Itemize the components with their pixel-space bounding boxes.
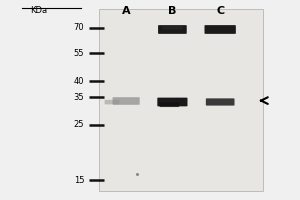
FancyBboxPatch shape bbox=[158, 25, 187, 34]
FancyBboxPatch shape bbox=[162, 26, 183, 30]
Text: 15: 15 bbox=[74, 176, 84, 185]
FancyBboxPatch shape bbox=[205, 25, 236, 34]
FancyBboxPatch shape bbox=[112, 97, 140, 105]
Text: 55: 55 bbox=[74, 49, 84, 58]
FancyBboxPatch shape bbox=[206, 98, 235, 106]
Text: B: B bbox=[168, 6, 177, 16]
Text: 25: 25 bbox=[74, 120, 84, 129]
Text: 70: 70 bbox=[74, 23, 84, 32]
Text: C: C bbox=[216, 6, 224, 16]
Text: 40: 40 bbox=[74, 77, 84, 86]
FancyBboxPatch shape bbox=[160, 102, 179, 107]
FancyBboxPatch shape bbox=[157, 98, 188, 106]
Text: A: A bbox=[122, 6, 130, 16]
Bar bbox=[99, 9, 263, 191]
Text: 35: 35 bbox=[74, 93, 84, 102]
Text: KDa: KDa bbox=[31, 6, 48, 15]
FancyBboxPatch shape bbox=[105, 100, 119, 104]
